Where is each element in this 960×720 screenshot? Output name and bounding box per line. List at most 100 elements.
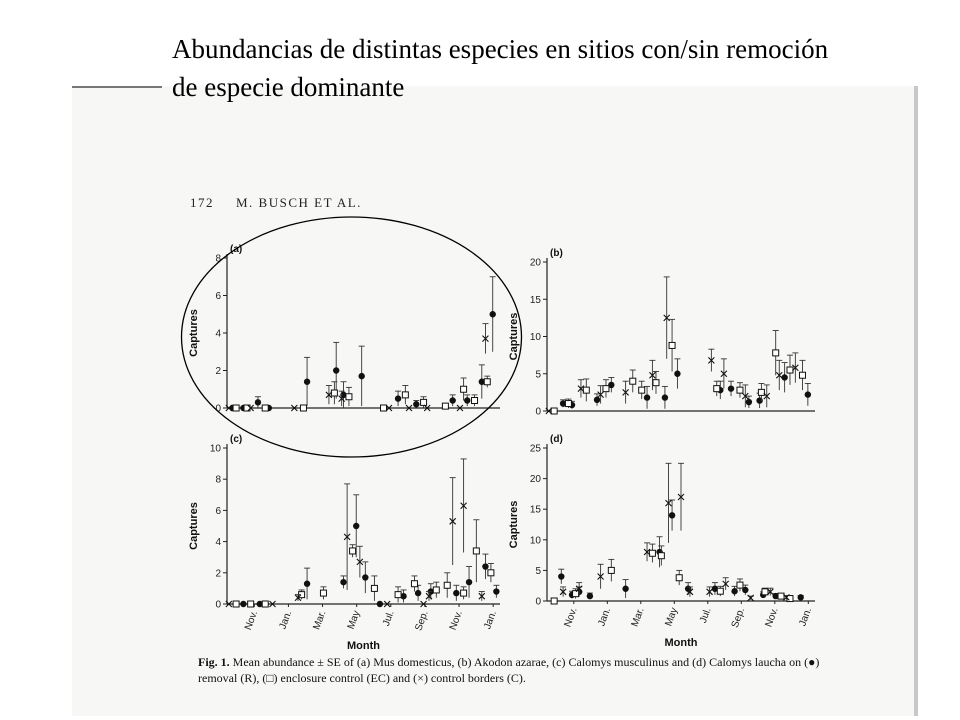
panel-a-point-r	[303, 378, 311, 385]
panel-b-point-r	[643, 394, 651, 401]
panel-c-point-r	[376, 600, 384, 608]
page-authors: M. BUSCH ET AL.	[236, 195, 362, 210]
panel-b-point-r	[608, 381, 615, 389]
panel-c-ytick-label: 2	[215, 568, 221, 579]
panel-c-point-c	[356, 558, 364, 566]
panel-c-point-r	[353, 522, 360, 530]
panel-a-point-r	[254, 399, 262, 406]
panel-c-point-ec	[460, 589, 468, 597]
panel-d-xtick-label: Sep.	[730, 606, 747, 629]
panel-b-point-ec	[757, 388, 765, 396]
panel-b-point-r	[781, 374, 788, 381]
panel-a-ytick-label: 0	[215, 404, 221, 415]
panel-a-point-ec	[261, 404, 269, 412]
panel-a-point-ec	[401, 391, 409, 399]
panel-d-point-c	[747, 594, 755, 602]
panel-c-point-c	[425, 592, 433, 600]
panel-d-point-ec	[657, 552, 665, 560]
panel-a-point-c	[290, 404, 298, 412]
panel-b-point-c	[622, 388, 630, 396]
panel-a-point-ec	[380, 404, 388, 412]
panel-a-point-ec	[471, 397, 479, 404]
panel-a-ytick-label: 2	[215, 366, 221, 377]
panel-b-point-r	[745, 398, 753, 406]
panel-b-ytick-label: 5	[535, 369, 541, 380]
panel-b-point-c	[741, 392, 749, 400]
panel-c-xtick-label: Mar.	[311, 609, 328, 631]
panel-c-point-r	[493, 588, 500, 595]
panel-a-ytick-label: 6	[215, 291, 221, 302]
panel-a-highlight-ellipse	[180, 216, 523, 458]
panel-d-point-c	[677, 493, 685, 501]
panel-b-point-ec	[564, 400, 572, 408]
panel-d-ytick-label: 0	[535, 597, 541, 608]
panel-a-point-r	[464, 397, 471, 404]
panel-c-point-ec	[410, 580, 418, 588]
panel-b-point-ec	[786, 366, 794, 374]
panel-c-point-c	[343, 533, 351, 541]
panel-b-point-c	[577, 385, 585, 393]
panel-d-point-ec	[648, 549, 656, 557]
panel-c-xlabel: Month	[347, 640, 380, 652]
panel-d-point-ec	[716, 587, 724, 595]
panel-a-point-c	[385, 404, 393, 412]
panel-d-point-r	[772, 592, 779, 600]
panel-c-point-c	[225, 600, 233, 608]
panel-d-ylabel: Captures	[508, 501, 520, 549]
panel-c-ytick-label: 0	[215, 600, 221, 611]
slide-title: Abundancias de distintas especies en sit…	[172, 34, 829, 102]
panel-a-point-c	[482, 335, 489, 343]
panel-d-point-r	[622, 585, 629, 592]
panel-c-point-ec	[319, 589, 327, 597]
panel-a-point-c	[423, 404, 431, 412]
panel-b-point-r	[661, 394, 669, 401]
panel-b-point-c	[545, 407, 553, 415]
panel-d-point-c	[575, 585, 583, 593]
panel-d-point-c	[643, 548, 651, 556]
caption-text: Mean abundance ± SE of (a) Mus domesticu…	[198, 655, 820, 685]
panel-a-point-r	[478, 378, 485, 385]
panel-c-point-r	[340, 578, 347, 586]
panel-d-point-r	[797, 594, 804, 601]
panel-a-point-c	[325, 391, 333, 399]
panel-c-point-c	[269, 600, 276, 608]
panel-b-point-ec	[550, 407, 558, 415]
panel-c-point-ec	[394, 591, 402, 599]
panel-c-point-ec	[247, 600, 255, 608]
panel-d-xtick-label: Nov.	[563, 606, 580, 628]
page-number: 172	[190, 195, 214, 210]
panel-d-point-r	[711, 585, 719, 592]
panel-c-point-ec	[349, 547, 357, 555]
panel-d-xlabel: Month	[665, 637, 698, 649]
panel-c-point-r	[256, 600, 263, 608]
panel-b-ytick-label: 15	[530, 295, 542, 306]
panel-b-point-c	[763, 392, 771, 400]
panel-d-ytick-label: 15	[530, 505, 542, 516]
panel-c-point-c	[449, 517, 457, 525]
panel-c-point-ec	[261, 600, 269, 608]
panel-d-point-ec	[736, 581, 744, 589]
panel-c-ylabel: Captures	[188, 502, 200, 550]
panel-b-point-c	[649, 371, 656, 379]
panel-d-point-c	[783, 593, 790, 601]
panel-b-point-c	[707, 356, 715, 364]
panel-d-point-ec	[550, 597, 558, 605]
panel-d-point-c	[559, 588, 567, 596]
panel-a-point-ec	[420, 398, 428, 406]
panel-c-point-r	[482, 563, 489, 570]
panel-b-point-ec	[638, 386, 646, 394]
panel-c-point-ec	[487, 569, 495, 577]
panel-c-point-r	[400, 593, 407, 600]
panel-b-label: (b)	[550, 248, 563, 259]
panel-d-point-r	[668, 512, 676, 519]
panel-d-xtick-label: Mar.	[630, 606, 647, 628]
panel-c-ytick-label: 8	[215, 475, 221, 486]
panel-b-point-c	[663, 314, 671, 322]
panel-b-point-c	[775, 371, 783, 379]
panel-b-point-c	[720, 370, 728, 378]
panel-a-point-ec	[232, 404, 240, 412]
panel-a-ylabel: Captures	[188, 309, 200, 357]
panel-b-point-ec	[629, 377, 637, 385]
panel-d-label: (d)	[550, 434, 563, 445]
